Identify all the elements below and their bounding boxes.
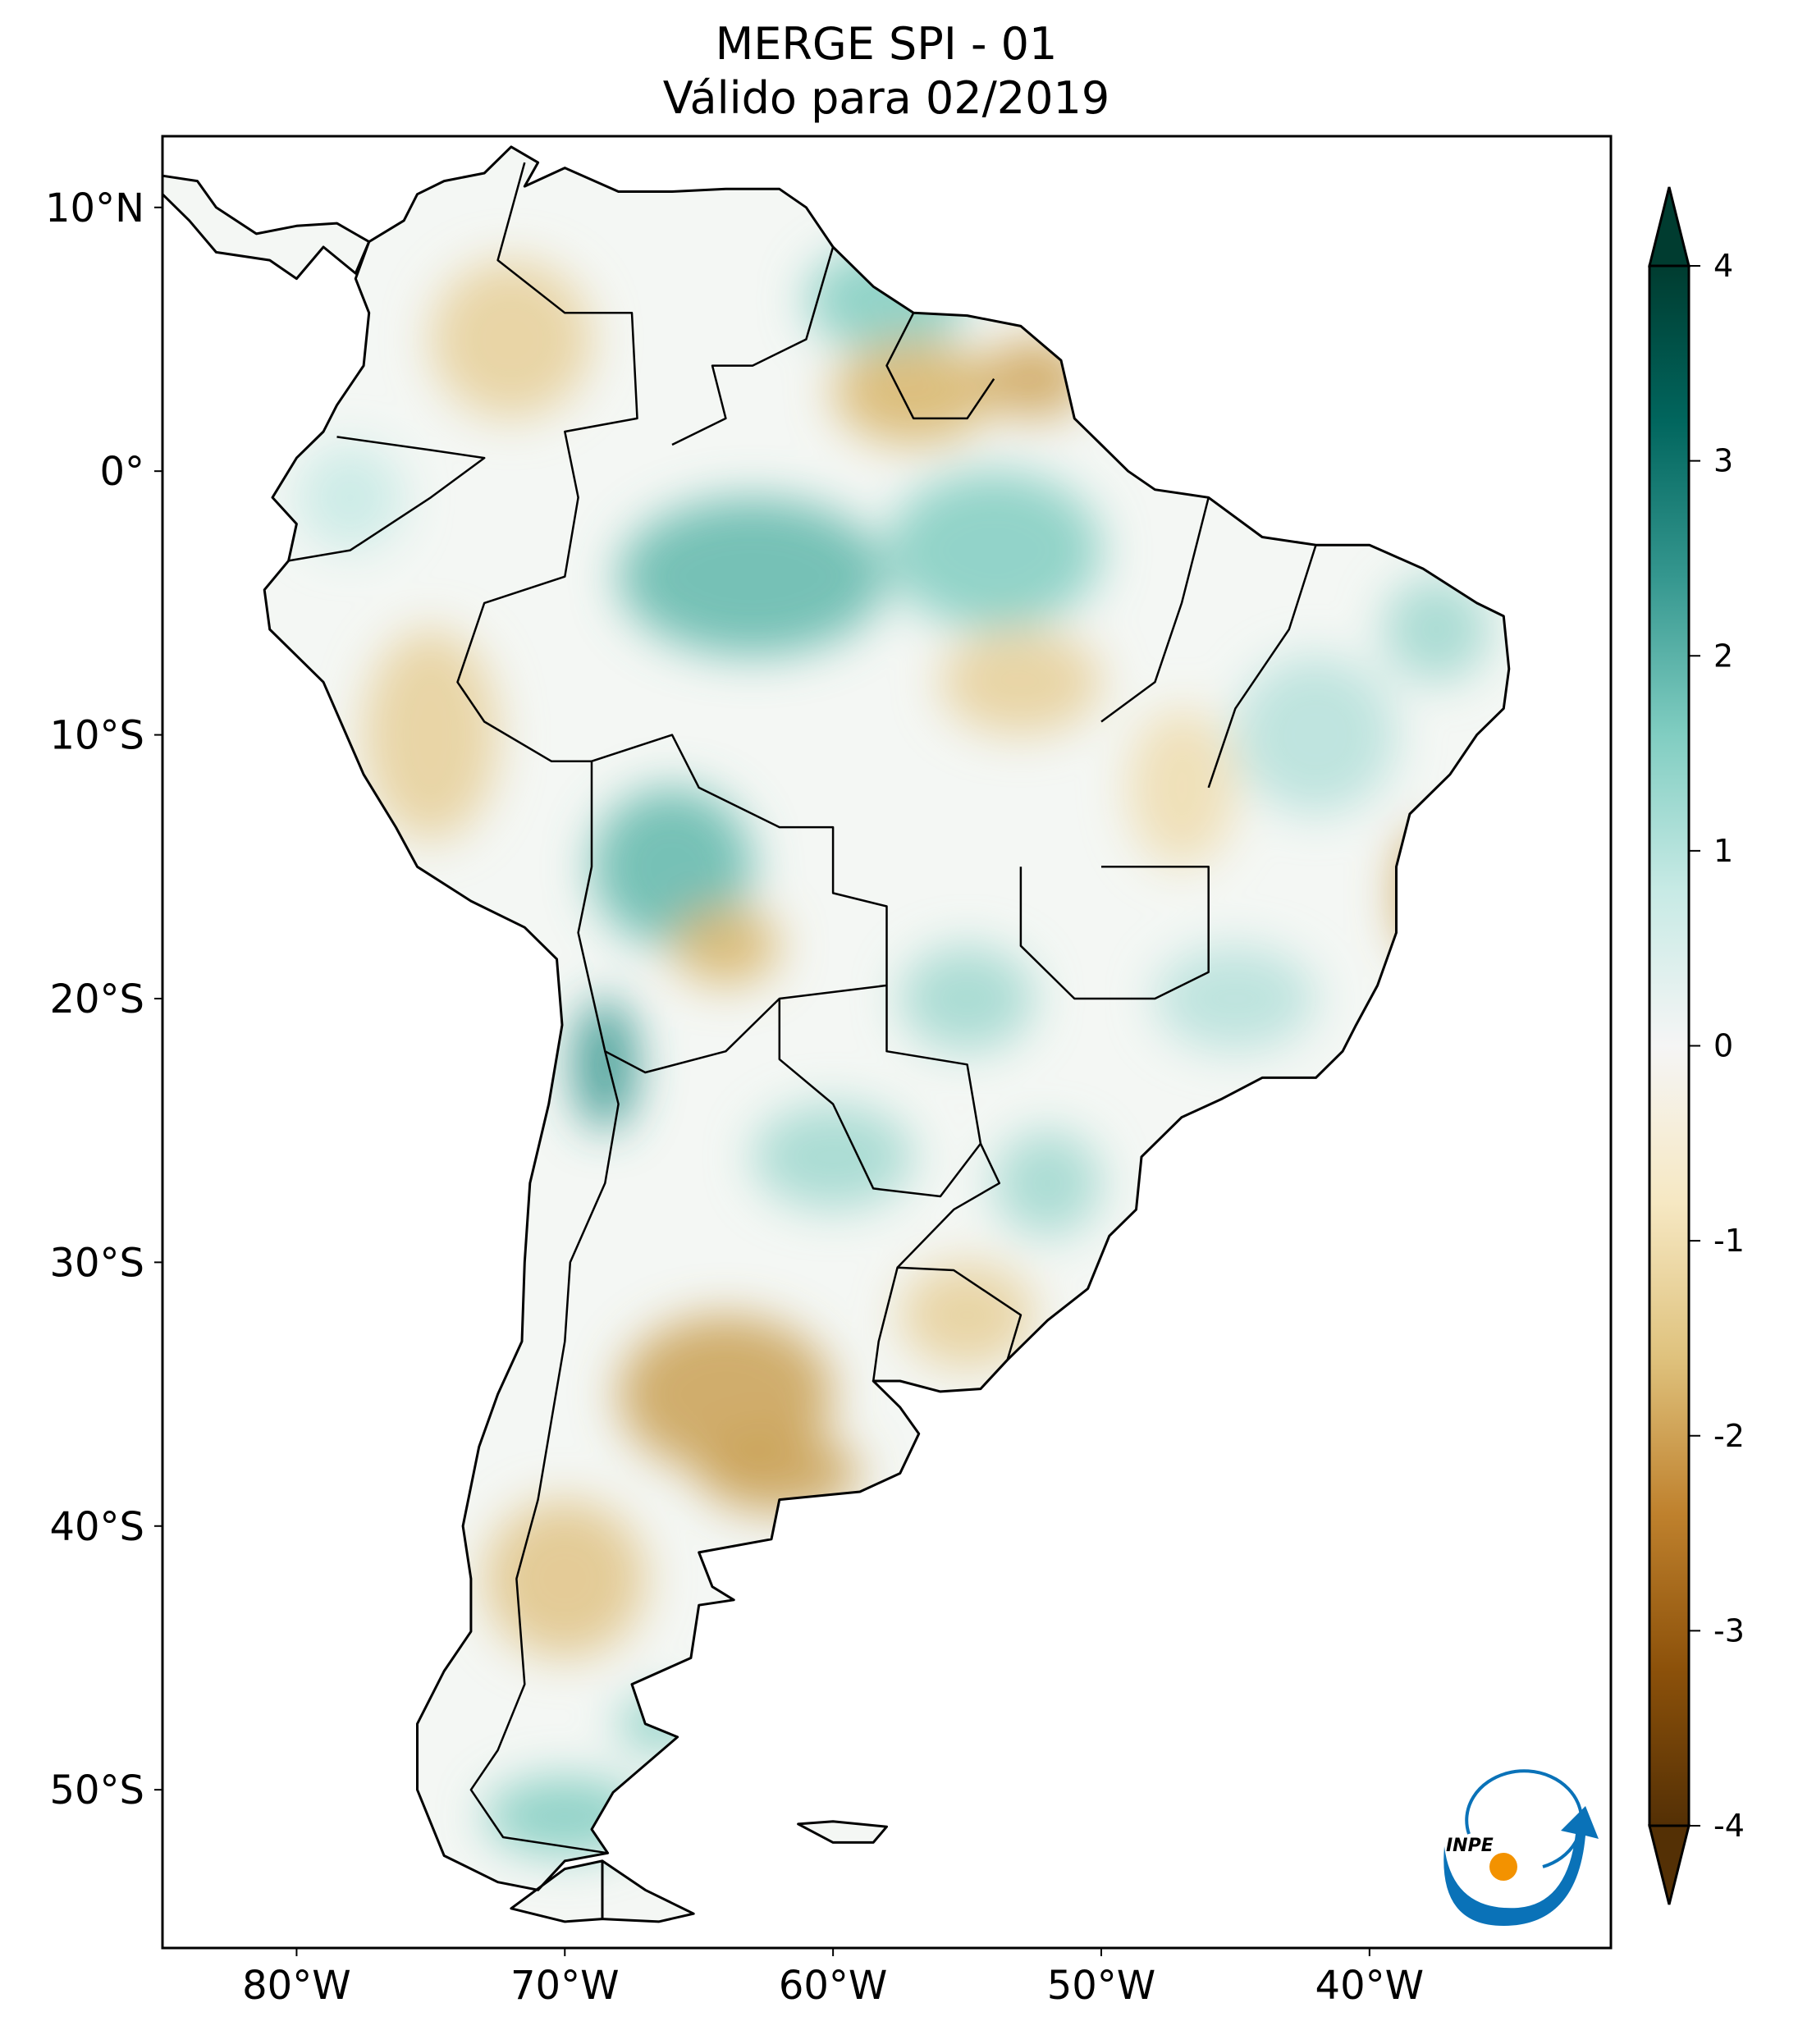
border-line: [1207, 544, 1317, 789]
colorbar: 4 3 2 1 0 -1 -2 -3 -4: [1648, 186, 1745, 1905]
spi-anomaly-region: [618, 497, 887, 656]
spi-anomaly-region: [672, 906, 780, 985]
colorbar-tick-label: -3: [1713, 1612, 1745, 1648]
colorbar-tick-label: 0: [1713, 1028, 1733, 1064]
logo-sun-icon: [1489, 1853, 1517, 1881]
spi-anomaly-region: [899, 1262, 1035, 1368]
logo-swoosh-icon: [1443, 1806, 1599, 1926]
spi-anomaly-region: [806, 247, 968, 353]
spi-anomaly-region: [618, 1697, 699, 1750]
logo-orbit-icon: [1465, 1769, 1584, 1868]
spi-anomaly-region: [940, 629, 1101, 735]
logo-text: INPE: [1446, 1836, 1494, 1856]
border-line: [896, 1143, 1001, 1269]
lon-tick-label: 60°W: [779, 1963, 888, 2009]
spi-anomaly-region: [994, 1130, 1101, 1237]
colorbar-tick-label: -2: [1713, 1418, 1745, 1454]
spi-anomaly-region: [833, 339, 995, 445]
colorbar-bar: [1648, 264, 1690, 1827]
spi-anomaly-region: [698, 1434, 860, 1513]
lon-tick-label: 50°W: [1047, 1963, 1156, 2009]
spi-anomaly-region: [296, 445, 405, 551]
lat-tick-label: 20°S: [49, 976, 144, 1022]
border-line: [1019, 866, 1210, 1000]
coastline: [263, 145, 1511, 1891]
spi-anomaly-region: [753, 1104, 914, 1210]
spi-anomaly-region: [573, 999, 638, 1131]
lon-tick-label: 40°W: [1315, 1963, 1425, 2009]
spi-anomaly-region: [1383, 576, 1490, 683]
colorbar-min-extension: [1648, 1824, 1690, 1905]
border-line: [671, 246, 835, 446]
spi-anomaly-region: [484, 1776, 646, 1856]
spi-anomaly-region: [484, 1499, 646, 1658]
colorbar-tick-label: 1: [1713, 833, 1733, 869]
lon-tick-label: 80°W: [242, 1963, 351, 2009]
coastlines: [161, 145, 1511, 1923]
coastline: [797, 1820, 888, 1844]
border-line: [288, 436, 486, 562]
spi-anomaly-region: [1396, 827, 1450, 959]
spi-anomaly-region: [618, 1315, 833, 1474]
colorbar-tick-label: -4: [1713, 1808, 1745, 1844]
border-line: [469, 1050, 620, 1854]
spi-anomaly-region: [430, 260, 592, 418]
colorbar-tick-label: 4: [1713, 248, 1733, 284]
border-line: [1100, 496, 1210, 723]
border-line: [778, 985, 982, 1198]
lat-tick-label: 0°: [99, 449, 144, 495]
colorbar-tick-label: -1: [1713, 1223, 1745, 1259]
inpe-logo: INPE: [1443, 1769, 1599, 1926]
spi-anomaly-region: [899, 945, 1035, 1052]
coastline: [161, 174, 371, 281]
country-borders: [288, 162, 1317, 1854]
title-line2: Válido para 02/2019: [663, 72, 1109, 124]
coastline: [510, 1859, 604, 1923]
map-axes: 80°W 70°W 60°W 50°W 40°W 10°N 0° 10°S 20°S 30°S 40…: [45, 185, 1424, 2009]
spi-anomaly-region: [1128, 708, 1236, 867]
lat-tick-label: 10°N: [45, 185, 144, 231]
map-frame: [161, 135, 1613, 1950]
spi-anomaly-region: [592, 787, 753, 946]
spi-anomaly-region: [1235, 656, 1397, 814]
spi-anomaly-region: [886, 471, 1101, 629]
spi-anomaly-region: [364, 629, 498, 840]
border-line: [872, 1266, 1023, 1382]
spi-anomaly-region: [1155, 945, 1316, 1052]
colorbar-max-extension: [1648, 186, 1690, 268]
lat-tick-label: 30°S: [49, 1240, 144, 1286]
lat-tick-label: 50°S: [49, 1767, 144, 1813]
border-line: [885, 312, 995, 420]
lon-tick-label: 70°W: [510, 1963, 620, 2009]
lat-tick-label: 10°S: [49, 713, 144, 759]
colorbar-tick-label: 3: [1713, 443, 1733, 479]
lat-tick-label: 40°S: [49, 1504, 144, 1550]
border-line: [456, 162, 638, 762]
title-line1: MERGE SPI - 01: [716, 18, 1058, 70]
colorbar-tick-label: 2: [1713, 638, 1733, 674]
